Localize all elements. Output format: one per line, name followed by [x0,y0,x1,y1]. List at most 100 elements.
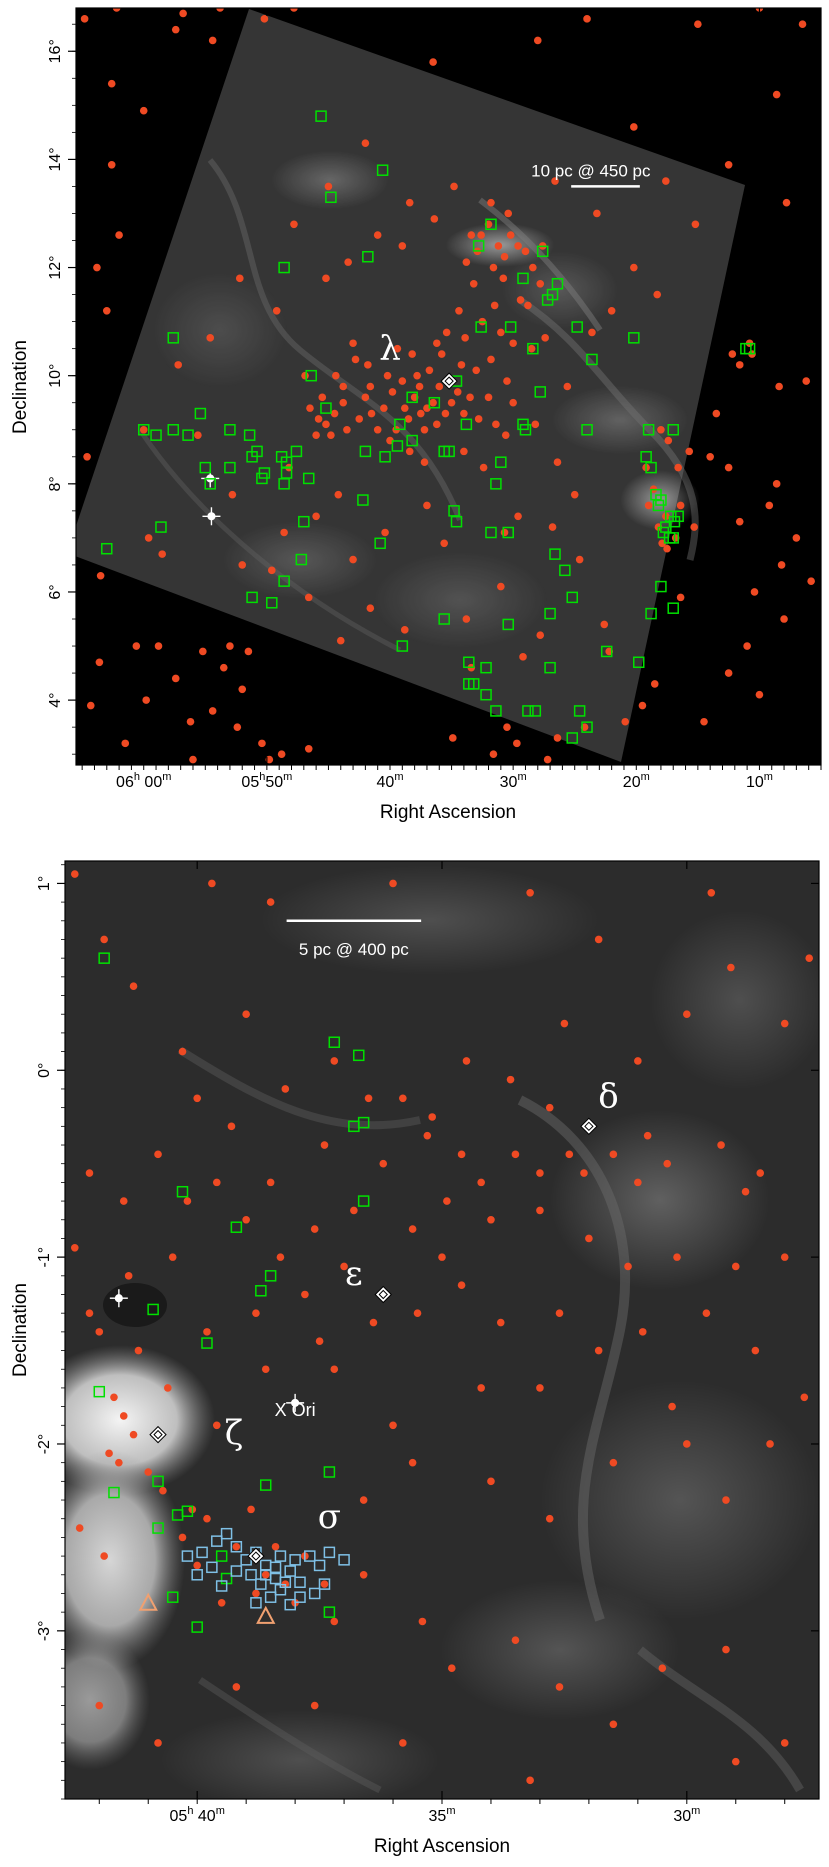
data-point-square [406,391,418,404]
data-point-circle [469,279,478,288]
data-point-circle [142,696,150,704]
data-point-circle [102,307,111,315]
data-point-square [259,1569,272,1581]
data-point-square [348,1120,360,1133]
data-point-circle [497,582,505,591]
data-point-square [294,1576,306,1589]
data-point-square [194,407,207,420]
data-point-circle [447,398,456,407]
data-point-circle [233,723,242,731]
data-point-circle [107,161,116,169]
data-point-square [438,613,450,625]
data-point-square [250,1597,262,1609]
data-point-square [167,332,180,344]
data-point-circle [400,626,409,634]
data-point-square [108,1486,120,1499]
data-point-circle [129,1430,138,1439]
data-point-circle [722,1496,730,1504]
data-point-square [534,386,546,398]
data-point-circle [477,231,485,239]
data-point-circle [685,447,694,456]
data-point-square [269,1561,282,1574]
data-point-circle [139,106,148,115]
panel-a-image [76,8,815,764]
panel-b-marks [70,870,814,1785]
data-point-circle [322,274,330,283]
data-point-circle [290,8,298,12]
data-point-circle [447,1664,456,1673]
data-point-circle [266,898,275,906]
data-point-square [480,661,492,674]
data-point-circle [638,1328,647,1336]
data-point-circle [242,1215,250,1224]
data-point-circle [506,231,515,239]
data-point-circle [361,139,370,147]
data-point-circle [536,1384,544,1392]
data-point-circle [630,123,638,131]
star-diamond-inner [251,1551,261,1561]
x-tick-label: 20m [623,771,650,791]
data-point-circle [171,674,180,683]
panel-b-nebula-texture [65,865,819,1799]
data-point-circle [226,642,234,650]
data-point-square [645,461,657,474]
data-point-circle [277,750,286,758]
data-point-circle [514,512,522,521]
data-point-circle [100,1552,108,1560]
data-point-circle [339,398,348,407]
data-point-square [519,424,532,436]
data-point-circle [594,935,603,944]
data-point-circle [500,528,509,537]
data-point-circle [712,409,721,418]
data-point-circle [306,404,314,412]
triangle-marker [256,1605,276,1624]
y-tick-label: 16° [47,39,64,63]
data-point-circle [441,409,450,418]
data-point-square [243,429,256,441]
data-point-square [245,1569,257,1581]
data-point-circle [516,296,525,304]
data-point-square [460,418,473,431]
data-point-circle [96,571,105,580]
data-point-circle [95,658,104,667]
data-point-circle [492,420,500,429]
data-point-circle [497,328,505,337]
data-point-circle [536,1169,544,1177]
data-point-square [328,1036,341,1048]
data-point-circle [355,415,364,423]
data-point-square [182,429,194,441]
data-point-circle [494,242,503,250]
y-tick-label: 10° [47,364,64,388]
data-point-square [230,1221,243,1233]
data-point-circle [443,1197,451,1205]
data-point-square [279,1576,292,1589]
data-point-circle [536,279,545,288]
data-point-circle [780,1253,789,1261]
data-point-circle [503,377,511,385]
data-point-circle [457,1150,466,1159]
data-point-circle [438,1253,446,1261]
data-point-circle [775,382,783,391]
data-point-circle [621,717,630,726]
data-point-circle [489,263,498,272]
data-point-square [147,1303,159,1316]
data-point-circle [194,431,202,439]
data-point-circle [383,371,392,380]
data-point-circle [717,1141,725,1149]
data-point-circle [741,1187,750,1196]
data-point-circle [728,350,737,358]
data-point-circle [393,344,402,353]
data-point-circle [780,1739,789,1747]
data-point-circle [527,344,536,353]
data-point-square [642,424,655,436]
data-point-circle [585,1234,593,1243]
data-point-circle [676,501,685,510]
data-point-square [323,1546,336,1559]
data-point-circle [359,1570,368,1579]
data-point-circle [600,620,609,629]
data-point-square [308,1587,321,1600]
data-point-square [338,1554,350,1566]
data-point-circle [545,1103,554,1112]
data-point-circle [457,1281,466,1289]
data-point-circle [312,431,320,439]
